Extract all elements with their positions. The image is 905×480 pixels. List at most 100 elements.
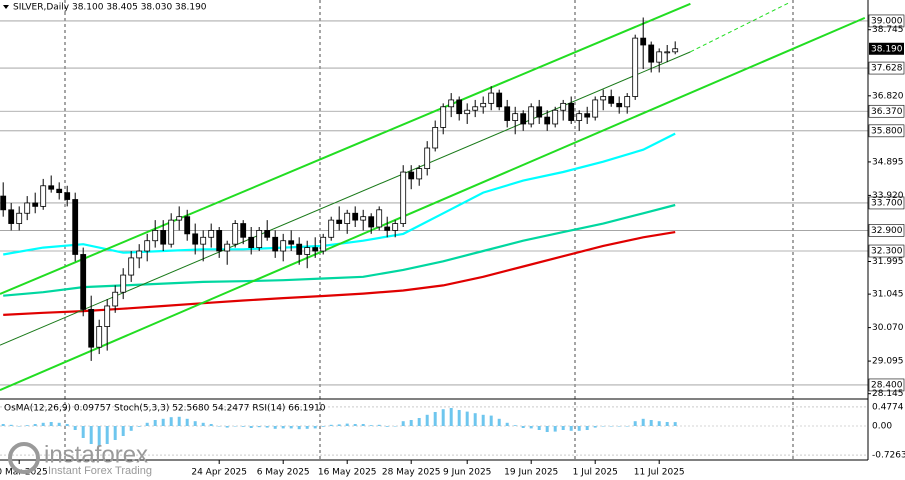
level-label: 32.900 bbox=[871, 226, 903, 236]
histogram-bar bbox=[641, 418, 645, 426]
candle-body bbox=[8, 209, 15, 224]
histogram-bar bbox=[361, 424, 365, 426]
histogram-bar bbox=[265, 426, 269, 428]
candle-body bbox=[312, 247, 319, 252]
y-tick-label: 36.820 bbox=[872, 91, 904, 101]
y-tick-label: 29.095 bbox=[872, 357, 904, 367]
candle-body bbox=[304, 247, 311, 255]
candle-body bbox=[344, 212, 351, 224]
candle-body bbox=[440, 106, 447, 128]
trend-line bbox=[0, 2, 691, 295]
x-tick-label: 16 May 2025 bbox=[318, 468, 377, 478]
histogram-bar bbox=[73, 426, 77, 430]
histogram-bar bbox=[249, 426, 253, 428]
chart-title: SILVER,Daily 38.100 38.405 38.030 38.190 bbox=[13, 3, 207, 13]
histogram-bar bbox=[489, 415, 493, 426]
histogram-bar bbox=[57, 422, 61, 426]
candle-body bbox=[32, 202, 39, 207]
candle-body bbox=[272, 236, 279, 252]
candle-body bbox=[88, 309, 95, 348]
histogram-bar bbox=[257, 426, 261, 428]
histogram-bar bbox=[97, 426, 101, 446]
histogram-bar bbox=[33, 424, 37, 426]
level-label: 28.400 bbox=[871, 380, 903, 390]
histogram-bar bbox=[649, 420, 653, 426]
candle-body bbox=[416, 168, 423, 180]
candle-body bbox=[24, 202, 31, 214]
histogram-bar bbox=[225, 426, 229, 428]
candle-body bbox=[64, 192, 71, 200]
candle-body bbox=[368, 216, 375, 228]
candle-body bbox=[216, 230, 223, 252]
histogram-bar bbox=[633, 421, 637, 426]
candle-body bbox=[600, 96, 607, 101]
histogram-bar bbox=[185, 418, 189, 426]
candle-body bbox=[240, 223, 247, 238]
histogram-bar bbox=[201, 422, 205, 426]
candle-body bbox=[352, 212, 359, 221]
histogram-bar bbox=[457, 410, 461, 426]
candle-body bbox=[56, 188, 63, 194]
candle-body bbox=[576, 113, 583, 121]
histogram-bar bbox=[65, 424, 69, 426]
candle-body bbox=[456, 99, 463, 115]
x-tick-label: 9 Jun 2025 bbox=[443, 468, 491, 478]
candle-body bbox=[224, 243, 231, 252]
price-plot bbox=[0, 1, 868, 392]
candle-body bbox=[472, 106, 479, 111]
candle-body bbox=[152, 230, 159, 242]
candle-body bbox=[592, 99, 599, 118]
histogram-bar bbox=[521, 426, 525, 428]
current-price-label: 38.190 bbox=[871, 44, 903, 54]
histogram-bar bbox=[657, 421, 661, 426]
level-label-box bbox=[868, 224, 905, 237]
candle-body bbox=[384, 226, 391, 231]
x-tick-label: 1 Jul 2025 bbox=[573, 468, 618, 478]
histogram-bar bbox=[369, 425, 373, 426]
histogram-bar bbox=[601, 426, 605, 427]
candle-body bbox=[560, 102, 567, 111]
x-tick-label: 19 Jun 2025 bbox=[504, 468, 558, 478]
candle-body bbox=[16, 212, 23, 224]
candle-body bbox=[568, 102, 575, 121]
histogram-bar bbox=[273, 426, 277, 429]
candle-body bbox=[528, 106, 535, 125]
candle-body bbox=[128, 257, 135, 276]
y-tick-label: 31.995 bbox=[872, 257, 904, 267]
logo: instaforex Instant Forex Trading bbox=[8, 441, 152, 477]
oscillator-plot bbox=[0, 406, 868, 456]
candle-body bbox=[184, 216, 191, 235]
histogram-bar bbox=[233, 426, 237, 427]
histogram-bar bbox=[281, 426, 285, 429]
candle-body bbox=[400, 171, 407, 224]
histogram-bar bbox=[545, 426, 549, 432]
histogram-bar bbox=[665, 422, 669, 426]
histogram-bar bbox=[161, 418, 165, 426]
level-label-box bbox=[868, 378, 905, 392]
trend-line bbox=[690, 1, 791, 53]
candle-body bbox=[48, 185, 55, 190]
candle-body bbox=[488, 92, 495, 104]
histogram-bar bbox=[177, 416, 181, 426]
histogram-bar bbox=[441, 409, 445, 426]
candle-body bbox=[136, 250, 143, 259]
histogram-bar bbox=[329, 424, 333, 426]
candle-body bbox=[176, 216, 183, 221]
histogram-bar bbox=[313, 426, 317, 429]
candle-body bbox=[40, 185, 47, 207]
candle-body bbox=[232, 223, 239, 245]
candle-body bbox=[408, 171, 415, 180]
y-tick-label: 28.145 bbox=[872, 389, 904, 399]
candle-body bbox=[656, 51, 663, 63]
candle-body bbox=[432, 127, 439, 149]
candle-body bbox=[464, 109, 471, 115]
moving-average bbox=[3, 203, 676, 297]
candle-body bbox=[168, 219, 175, 245]
logo-tagline: Instant Forex Trading bbox=[48, 465, 152, 477]
histogram-bar bbox=[25, 425, 29, 426]
histogram-bar bbox=[289, 426, 293, 429]
x-tick-label: 28 May 2025 bbox=[382, 468, 441, 478]
histogram-bar bbox=[569, 426, 573, 431]
